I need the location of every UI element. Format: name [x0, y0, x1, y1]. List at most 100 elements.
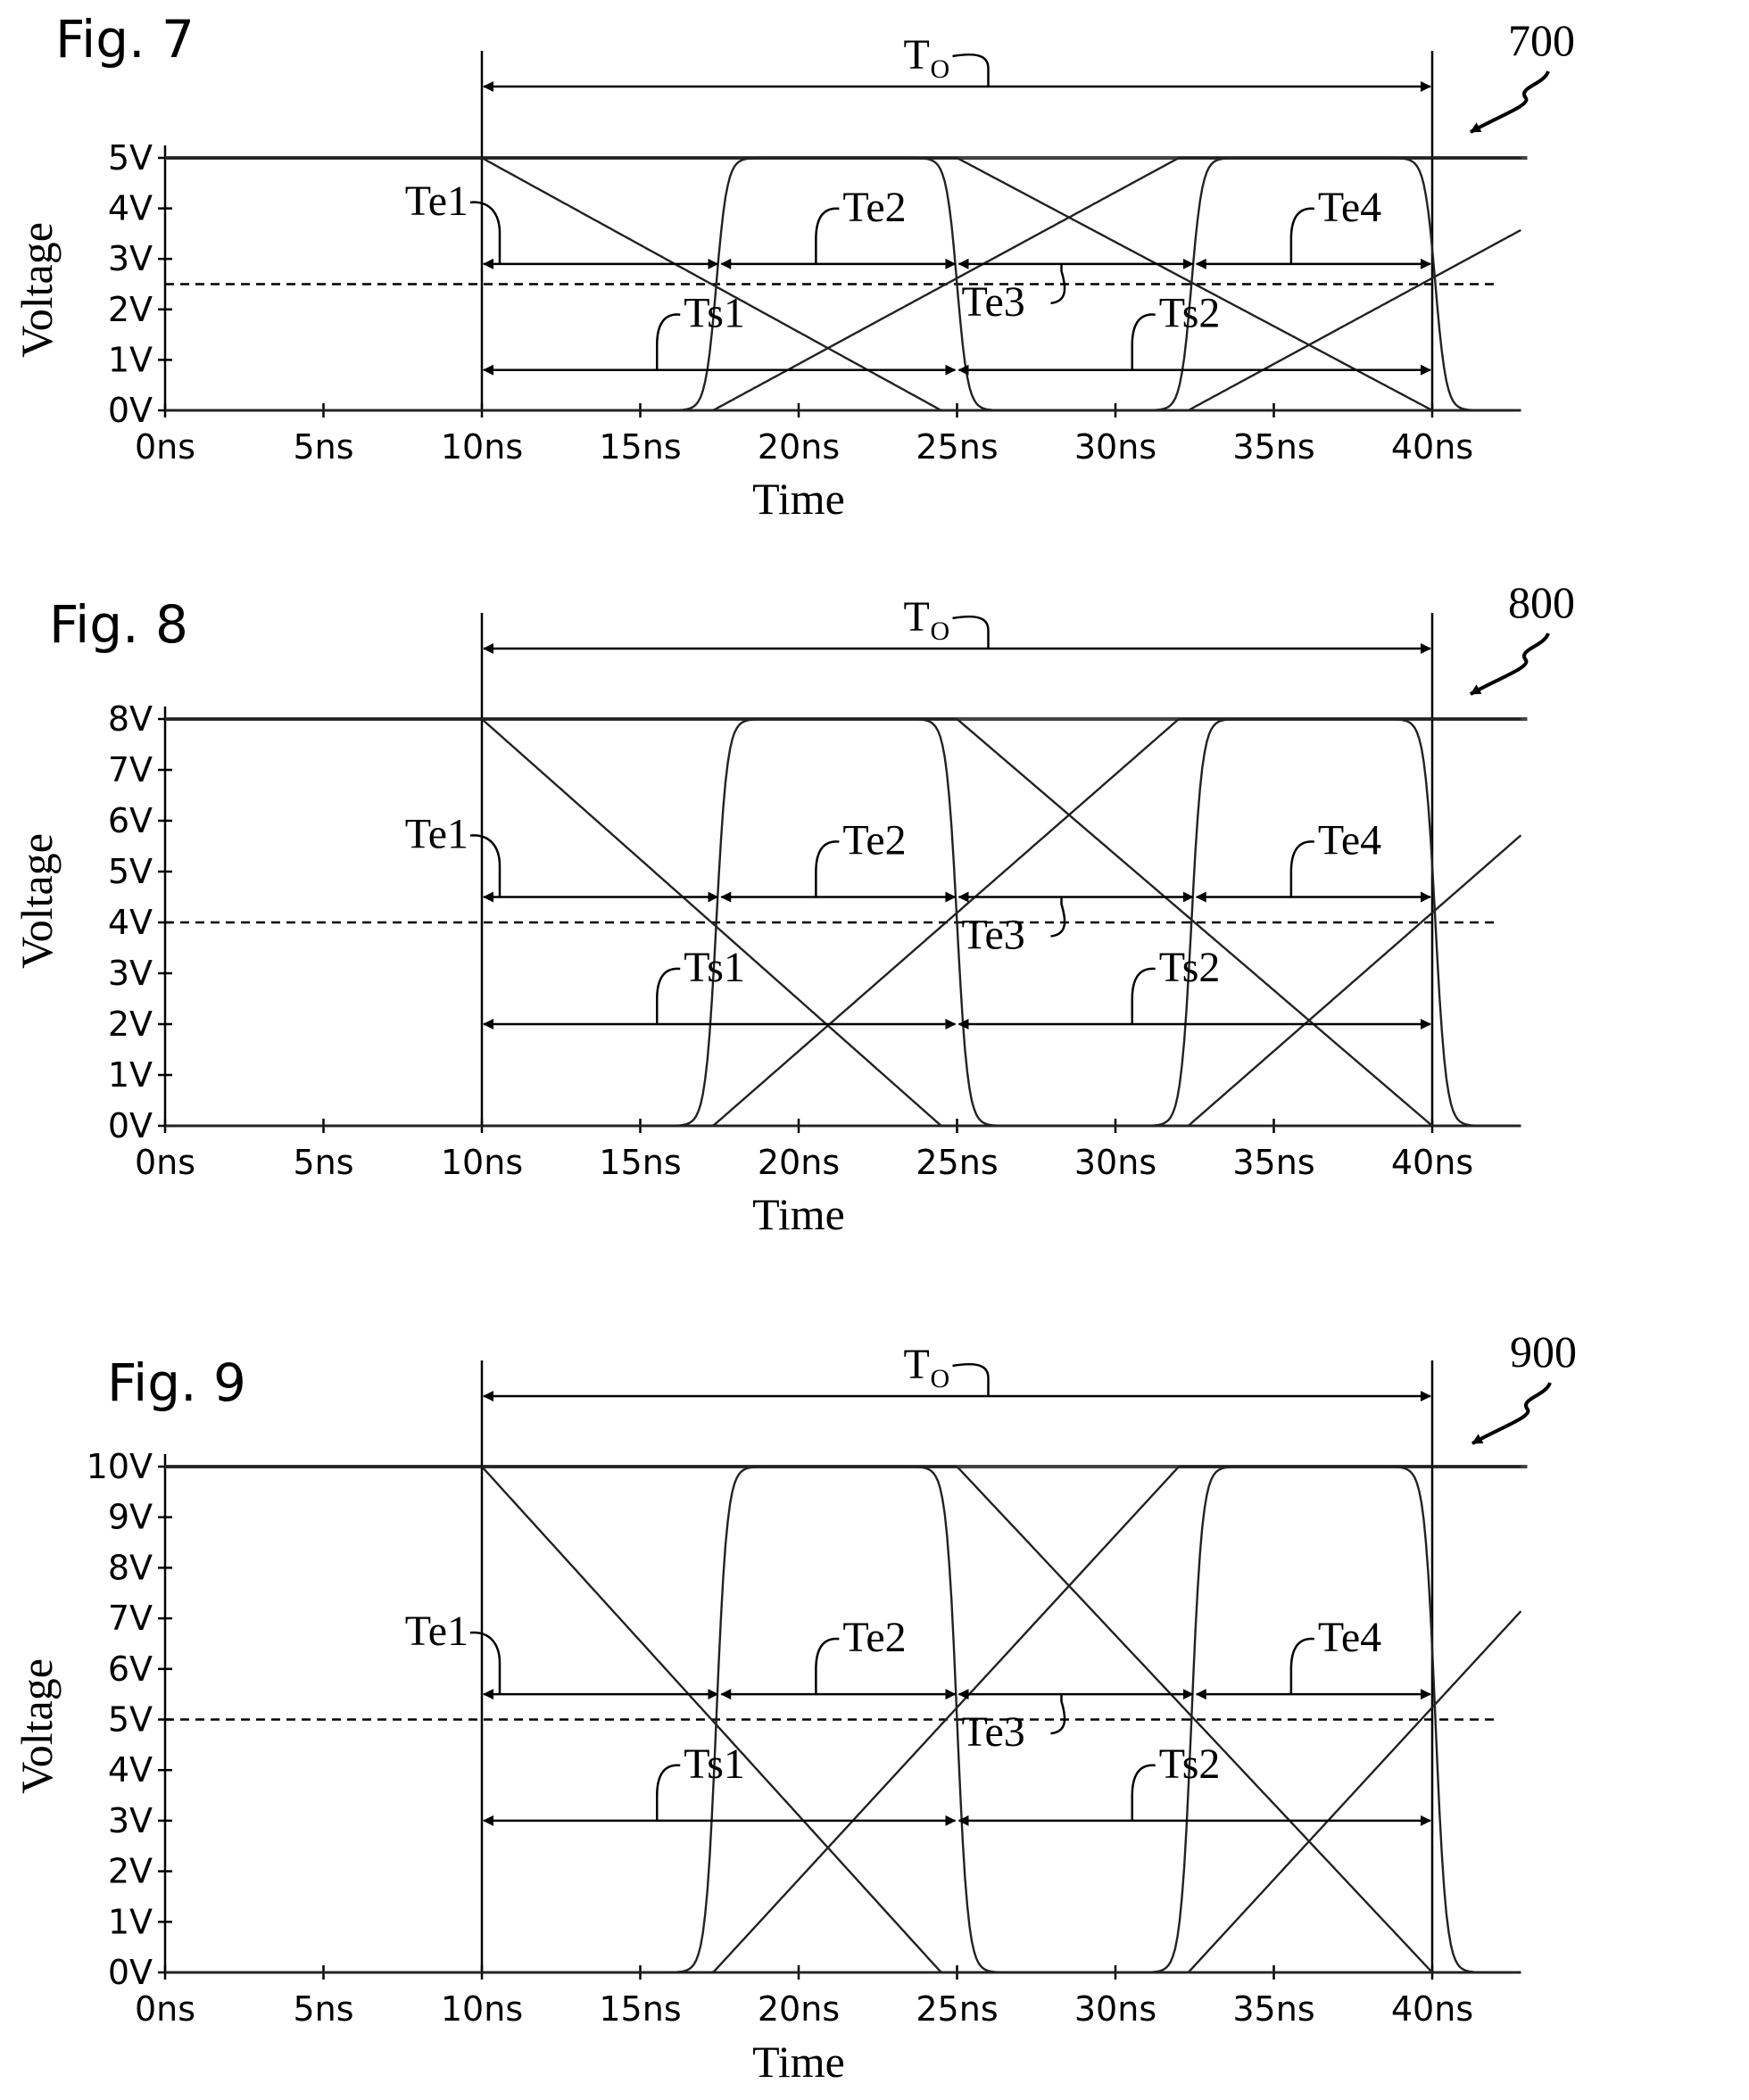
y-tick-label: 3V	[108, 1801, 153, 1840]
y-tick-label: 2V	[108, 290, 153, 329]
y-tick-label: 8V	[108, 699, 153, 739]
x-tick-label: 5ns	[293, 427, 353, 467]
dimension-leader	[1289, 840, 1315, 897]
dimension-label: Te1	[405, 1608, 468, 1655]
figure-7-panel: Fig. 7 700 Time Voltage 0V 1V 2V 3V 4V 5V 0ns 5…	[12, 9, 1575, 524]
dimension-leader	[1131, 967, 1156, 1024]
y-tick-label: 4V	[108, 189, 153, 228]
dimension-label: Te2	[842, 1614, 906, 1661]
dimension-label: T	[904, 31, 930, 79]
y-axis-title: Voltage	[12, 1658, 62, 1794]
reference-leader	[1470, 632, 1550, 696]
dimension-label: Te3	[962, 278, 1025, 326]
dimension-label: Te4	[1318, 184, 1381, 231]
reference-numeral: 700	[1508, 15, 1575, 65]
x-tick-label: 5ns	[293, 1143, 353, 1182]
x-tick-label: 10ns	[441, 427, 523, 467]
x-tick-label: 40ns	[1391, 427, 1473, 467]
dimension-leader	[656, 1764, 681, 1821]
x-tick-label: 30ns	[1074, 1989, 1156, 2029]
y-tick-label: 0V	[108, 391, 153, 430]
x-tick-label: 15ns	[599, 427, 681, 467]
x-tick-label: 15ns	[599, 1989, 681, 2029]
y-axis-title: Voltage	[12, 222, 62, 358]
x-tick-label: 30ns	[1074, 427, 1156, 467]
x-tick-label: 40ns	[1391, 1143, 1473, 1182]
y-tick-label: 7V	[108, 750, 153, 790]
rising-ramp-2-line	[165, 834, 1522, 1128]
dimension-label: T	[904, 593, 930, 641]
y-tick-label: 5V	[108, 1700, 153, 1740]
dimension-leader	[1050, 1694, 1066, 1735]
figure-label: Fig. 8	[49, 594, 188, 655]
dimension-label: Te1	[405, 811, 468, 858]
x-tick-label: 10ns	[441, 1143, 523, 1182]
figure-label: Fig. 7	[55, 9, 195, 70]
y-axis-title: Voltage	[12, 833, 62, 969]
y-tick-label: 1V	[108, 1902, 153, 1941]
x-axis-title: Time	[752, 1189, 845, 1239]
y-tick-label: 4V	[108, 1750, 153, 1790]
y-tick-label: 3V	[108, 954, 153, 993]
y-tick-label: 0V	[108, 1953, 153, 1992]
plot-area: 0V 1V 2V 3V 4V 5V 0ns 5ns 10ns 15ns 20ns 25ns 30ns 35…	[108, 31, 1528, 467]
y-tick-label: 4V	[108, 903, 153, 942]
dimension-leader	[1131, 313, 1156, 370]
dimension-label: Te4	[1318, 1614, 1381, 1661]
x-axis-title: Time	[752, 474, 845, 524]
x-tick-label: 40ns	[1391, 1989, 1473, 2029]
dimension-label: Ts1	[684, 290, 745, 337]
figure-9-panel: Fig. 9 900 Time Voltage 0V 1V 2V 3V 4V 5V 6V 7V…	[12, 1327, 1577, 2087]
x-tick-label: 25ns	[916, 1143, 998, 1182]
dimension-leader	[952, 616, 990, 649]
dimension-leader	[1050, 263, 1066, 305]
y-tick-label: 1V	[108, 340, 153, 379]
x-tick-label: 20ns	[758, 1989, 840, 2029]
x-tick-label: 5ns	[293, 1989, 353, 2029]
dimension-label: Ts2	[1159, 1740, 1221, 1788]
dimension-label-subscript: O	[931, 54, 950, 84]
y-tick-label: 0V	[108, 1106, 153, 1145]
x-tick-label: 10ns	[441, 1989, 523, 2029]
x-tick-label: 35ns	[1232, 427, 1314, 467]
x-tick-label: 35ns	[1232, 1989, 1314, 2029]
x-tick-label: 25ns	[916, 1989, 998, 2029]
pulse-2-line	[165, 1465, 1521, 1974]
x-tick-label: 35ns	[1232, 1143, 1314, 1182]
dimension-leader	[656, 967, 681, 1024]
dimension-label-subscript: O	[931, 616, 950, 646]
y-tick-label: 2V	[108, 1852, 153, 1891]
y-tick-label: 9V	[108, 1498, 153, 1537]
dimension-leader	[469, 1631, 501, 1695]
dimension-leader	[815, 207, 840, 264]
y-tick-label: 3V	[108, 239, 153, 278]
dimension-leader	[1289, 207, 1315, 264]
dimension-label: Ts2	[1159, 290, 1221, 337]
y-tick-label: 7V	[108, 1599, 153, 1638]
reference-leader	[1470, 70, 1550, 134]
rising-ramp-2-line	[165, 228, 1521, 412]
dimension-leader	[952, 1363, 990, 1396]
figure-8-panel: Fig. 8 800 Time Voltage 0V 1V 2V 3V 4V 5V 6V 7V…	[12, 577, 1575, 1239]
x-tick-label: 0ns	[135, 1989, 195, 2029]
y-tick-label: 6V	[108, 801, 153, 840]
dimension-label: Te1	[405, 178, 468, 225]
x-tick-label: 25ns	[916, 427, 998, 467]
x-tick-label: 20ns	[758, 1143, 840, 1182]
dimension-leader	[952, 54, 990, 87]
pulse-2-line	[165, 717, 1521, 1128]
dimension-label: Te2	[842, 817, 906, 864]
reference-numeral: 900	[1510, 1327, 1577, 1377]
reference-numeral: 800	[1508, 577, 1575, 627]
y-tick-label: 5V	[108, 138, 153, 178]
x-tick-label: 15ns	[599, 1143, 681, 1182]
x-tick-label: 20ns	[758, 427, 840, 467]
y-tick-label: 8V	[108, 1548, 153, 1587]
dimension-label: Te3	[962, 1708, 1025, 1756]
x-tick-label: 0ns	[135, 427, 195, 467]
dimension-leader	[1050, 897, 1066, 938]
rising-ramp-2-line	[165, 1610, 1522, 1974]
y-tick-label: 6V	[108, 1649, 153, 1689]
plot-area: 0V 1V 2V 3V 4V 5V 6V 7V 8V 9V 10V 0ns 5ns 10ns 15ns 20n…	[87, 1341, 1528, 2029]
